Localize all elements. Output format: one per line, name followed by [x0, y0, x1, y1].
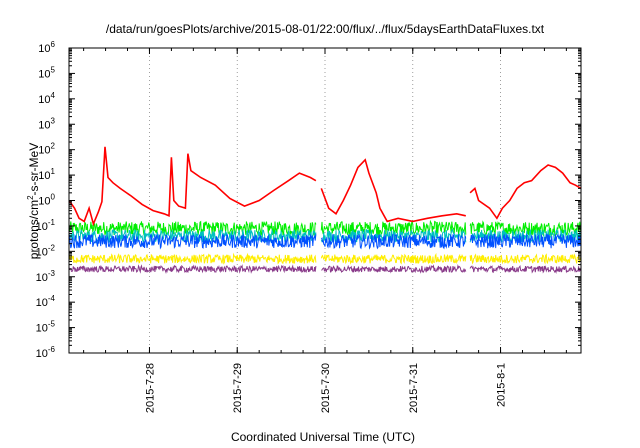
y-tick-label: 103 [38, 116, 55, 131]
chart-title: /data/run/goesPlots/archive/2015-08-01/2… [106, 22, 545, 36]
y-axis: 106 105 104 103 102 101 100 10-1 10-2 10-3 10-4 10-… [36, 40, 581, 360]
y-tick-label: 106 [38, 40, 55, 55]
x-tick-label: 2015-7-30 [320, 363, 332, 413]
y-tick-label: 10-5 [36, 320, 56, 335]
y-tick-label: 10-2 [36, 243, 56, 258]
y-tick-label: 10-1 [36, 218, 56, 233]
x-axis-label: Coordinated Universal Time (UTC) [231, 430, 415, 444]
y-tick-label: 101 [38, 167, 55, 182]
x-tick-label: 2015-7-29 [232, 363, 244, 413]
x-tick-label: 2015-7-31 [408, 363, 420, 413]
y-tick-label: 100 [38, 193, 55, 208]
series-line-5 [68, 264, 582, 275]
y-axis-label-unit: -s-sr-MeV [27, 143, 41, 196]
x-tick-label: 2015-7-28 [144, 363, 156, 413]
series-line-red [68, 146, 582, 227]
y-tick-label: 104 [38, 91, 55, 106]
y-tick-label: 105 [38, 65, 55, 80]
series-group [68, 146, 582, 275]
y-tick-label: 102 [38, 142, 55, 157]
y-axis-label-superscript: 2 [26, 195, 35, 200]
x-tick-label: 2015-8-1 [496, 363, 508, 407]
series-line-3 [68, 233, 582, 250]
y-tick-label: 10-3 [36, 269, 56, 284]
y-tick-label: 10-4 [36, 294, 56, 309]
y-axis-label-main: protons/cm [27, 200, 41, 259]
x-axis: 2015-7-28 2015-7-29 2015-7-30 2015-7-31 2015… [83, 48, 567, 413]
y-tick-label: 10-6 [36, 345, 56, 360]
series-line-4 [68, 252, 582, 265]
y-axis-label: protons/cm2-s-sr-MeV [26, 143, 41, 259]
